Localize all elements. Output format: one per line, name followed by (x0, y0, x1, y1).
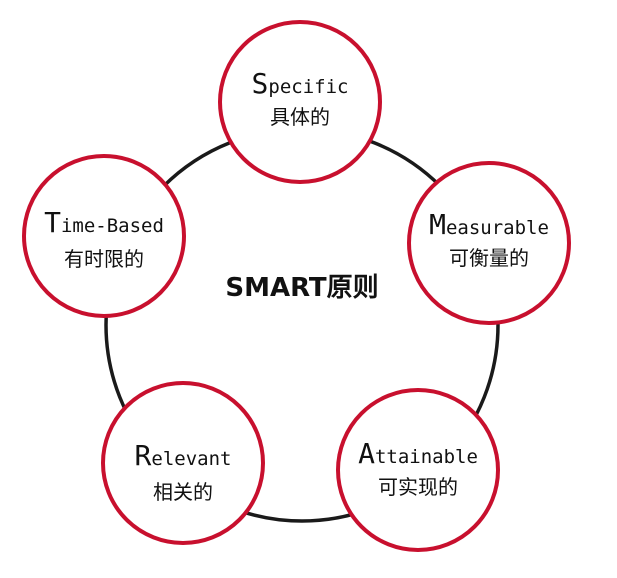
node-specific-cn: 具体的 (270, 105, 330, 129)
node-relevant-cn: 相关的 (153, 480, 213, 504)
node-time-based-label: Time-Based (44, 206, 164, 239)
node-attainable-circle (336, 388, 500, 552)
node-measurable: Measurable 可衡量的 (407, 161, 571, 325)
node-relevant: Relevant 相关的 (101, 381, 265, 545)
node-relevant-circle (101, 381, 265, 545)
node-time-based: Time-Based 有时限的 (22, 154, 186, 318)
center-title: SMART原则 (225, 273, 378, 303)
node-measurable-cn: 可衡量的 (449, 246, 529, 270)
node-specific-circle (218, 20, 382, 184)
node-measurable-circle (407, 161, 571, 325)
node-attainable: Attainable 可实现的 (336, 388, 500, 552)
node-attainable-cn: 可实现的 (378, 475, 458, 499)
node-relevant-label: Relevant (135, 439, 232, 472)
node-specific: Specific 具体的 (218, 20, 382, 184)
node-time-based-circle (22, 154, 186, 318)
node-specific-label: Specific (252, 67, 349, 100)
node-attainable-label: Attainable (358, 437, 478, 470)
node-measurable-label: Measurable (429, 208, 549, 241)
node-time-based-cn: 有时限的 (64, 247, 144, 271)
